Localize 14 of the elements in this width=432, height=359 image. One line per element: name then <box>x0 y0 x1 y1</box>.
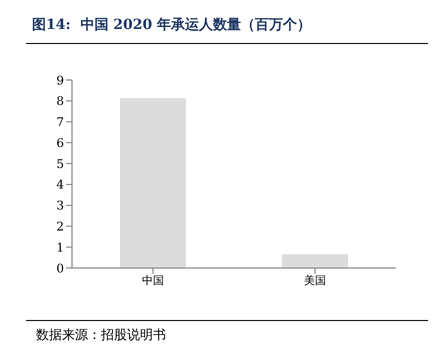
y-tick-label: 1 <box>56 240 64 254</box>
x-tick-label: 中国 <box>142 274 164 287</box>
y-tick-label: 0 <box>56 261 64 276</box>
x-tick-label: 美国 <box>304 274 326 287</box>
y-tick-label: 9 <box>56 73 64 88</box>
chart-title: 图14: 中国 2020 年承运人数量（百万个） <box>32 16 312 34</box>
y-tick-label: 4 <box>56 178 64 192</box>
y-tick-label: 8 <box>56 94 64 108</box>
y-tick-label: 6 <box>56 136 64 150</box>
source-note: 数据来源：招股说明书 <box>36 327 166 344</box>
y-tick-label: 5 <box>56 156 64 171</box>
y-tick-label: 3 <box>56 198 64 213</box>
y-tick-label: 2 <box>56 219 64 234</box>
y-tick-label: 7 <box>56 115 64 130</box>
